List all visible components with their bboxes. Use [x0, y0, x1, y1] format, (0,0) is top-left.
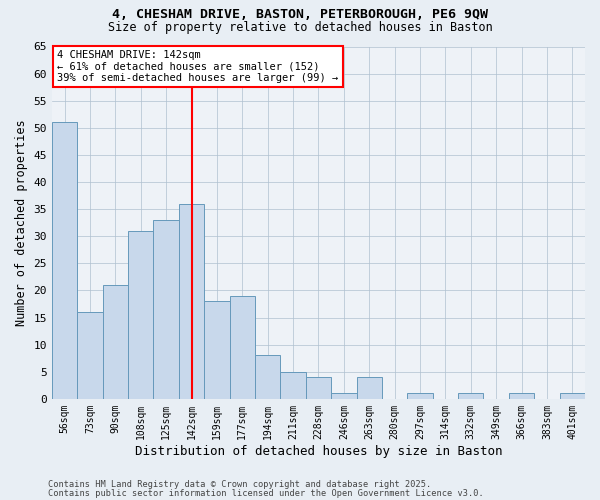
- Bar: [509, 394, 534, 399]
- Bar: [331, 394, 356, 399]
- Bar: [280, 372, 306, 399]
- Bar: [77, 312, 103, 399]
- X-axis label: Distribution of detached houses by size in Baston: Distribution of detached houses by size …: [135, 444, 502, 458]
- Y-axis label: Number of detached properties: Number of detached properties: [15, 120, 28, 326]
- Text: Size of property relative to detached houses in Baston: Size of property relative to detached ho…: [107, 21, 493, 34]
- Bar: [128, 231, 154, 399]
- Bar: [52, 122, 77, 399]
- Bar: [356, 377, 382, 399]
- Bar: [204, 302, 230, 399]
- Bar: [103, 285, 128, 399]
- Bar: [458, 394, 484, 399]
- Bar: [154, 220, 179, 399]
- Text: Contains HM Land Registry data © Crown copyright and database right 2025.: Contains HM Land Registry data © Crown c…: [48, 480, 431, 489]
- Text: Contains public sector information licensed under the Open Government Licence v3: Contains public sector information licen…: [48, 488, 484, 498]
- Text: 4, CHESHAM DRIVE, BASTON, PETERBOROUGH, PE6 9QW: 4, CHESHAM DRIVE, BASTON, PETERBOROUGH, …: [112, 8, 488, 20]
- Bar: [407, 394, 433, 399]
- Bar: [560, 394, 585, 399]
- Bar: [230, 296, 255, 399]
- Text: 4 CHESHAM DRIVE: 142sqm
← 61% of detached houses are smaller (152)
39% of semi-d: 4 CHESHAM DRIVE: 142sqm ← 61% of detache…: [57, 50, 338, 83]
- Bar: [255, 356, 280, 399]
- Bar: [306, 377, 331, 399]
- Bar: [179, 204, 204, 399]
